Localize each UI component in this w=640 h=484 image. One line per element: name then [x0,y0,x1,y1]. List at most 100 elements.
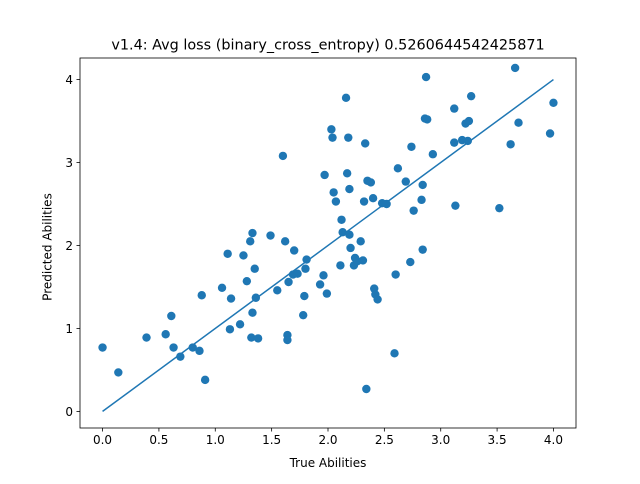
data-point [319,271,328,280]
data-point [510,63,520,73]
x-tick-label: 1.0 [206,433,225,447]
data-point [266,231,275,240]
data-point [417,195,426,205]
data-point [293,269,302,278]
data-point [283,335,292,345]
data-point [278,151,288,161]
data-point [302,255,311,264]
data-point [359,197,369,206]
data-point [391,270,400,279]
data-point [328,133,337,142]
data-point [346,243,355,253]
data-point [344,133,353,142]
x-tick-label: 0.0 [93,433,112,447]
data-point [329,188,338,197]
data-point [114,368,123,377]
data-point [161,330,170,339]
chart-title: v1.4: Avg loss (binary_cross_entropy) 0.… [111,38,544,54]
data-point [451,201,460,210]
y-tick-label: 1 [65,322,73,336]
data-point [195,346,204,356]
data-point [250,264,259,273]
data-point [342,169,352,178]
data-point [299,310,308,320]
data-point [200,375,210,385]
data-point [322,289,332,298]
data-point [418,180,427,190]
data-point [338,228,347,237]
data-point [280,237,290,246]
data-point [239,251,248,260]
x-tick-label: 2.0 [318,433,337,447]
data-point [320,170,329,180]
data-point [223,249,232,258]
data-point [423,115,432,124]
data-point [289,246,299,255]
data-point [247,333,256,342]
y-tick-label: 3 [65,156,73,170]
data-point [301,264,310,273]
data-point [188,343,197,352]
data-point [421,72,431,82]
data-point [358,256,368,265]
data-point [167,311,176,321]
data-point [253,334,263,343]
data-point [366,178,376,187]
data-point [361,139,370,148]
y-tick-label: 2 [65,239,73,253]
data-point [169,343,178,352]
data-point [464,116,474,126]
data-point [251,293,261,302]
data-point [514,118,523,127]
data-point [197,291,206,300]
data-point [545,129,555,138]
data-point [401,177,410,186]
plot-frame [79,57,577,429]
data-point [428,150,438,159]
y-axis-ticks: 0 1 2 3 4 [65,73,80,419]
data-point [235,320,245,329]
data-point [300,291,309,301]
data-point [373,295,382,304]
data-point [368,194,378,203]
x-tick-label: 3.5 [488,433,507,447]
data-point [362,384,371,394]
data-point [495,203,504,213]
data-marks [98,63,558,413]
x-tick-label: 4.0 [544,433,563,447]
data-point [409,206,418,215]
data-point [466,91,476,101]
data-point [463,136,472,146]
data-point [549,98,558,108]
data-point [341,93,351,103]
x-axis-label: True Abilities [289,456,367,470]
data-point [336,261,345,270]
data-point [246,237,255,246]
data-point [337,215,346,224]
data-point [393,164,403,173]
data-point [450,138,459,147]
data-point [327,125,336,134]
x-axis-ticks: 0.0 0.5 1.0 1.5 2.0 2.5 3.0 3.5 4.0 [93,428,563,447]
data-point [418,245,427,254]
data-point [217,283,227,292]
x-tick-label: 3.0 [431,433,450,447]
data-point [345,230,354,239]
data-point [284,277,293,287]
data-point [248,228,257,238]
data-point [331,197,341,206]
data-point [142,333,151,342]
data-point [315,280,325,289]
data-point [406,257,415,267]
data-point [506,140,515,149]
data-point [225,325,235,334]
data-point [356,237,365,246]
data-point [450,104,459,113]
data-point [176,352,185,361]
x-tick-label: 1.5 [262,433,281,447]
x-tick-label: 0.5 [149,433,168,447]
data-point [382,199,391,209]
